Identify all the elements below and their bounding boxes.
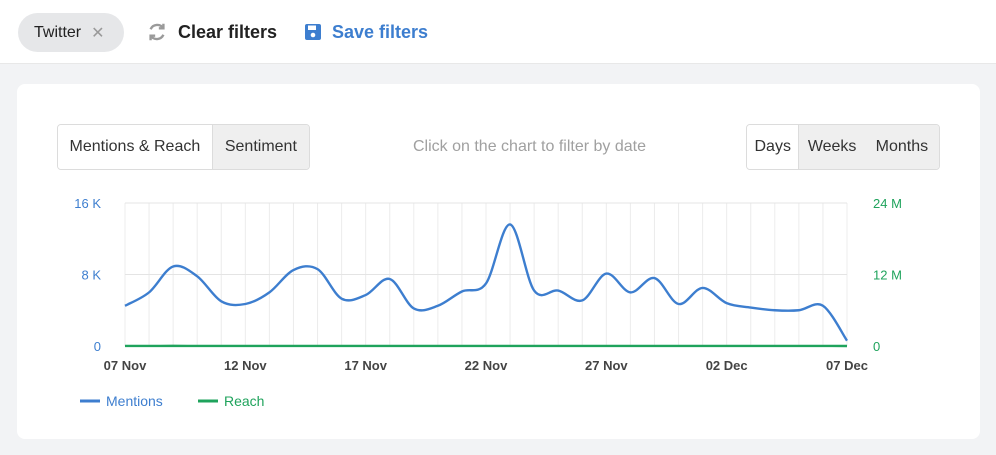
x-tick-label: 07 Dec xyxy=(826,358,868,373)
filter-bar: Twitter ✕ Clear filters Save filters xyxy=(0,0,996,64)
clear-filters-label: Clear filters xyxy=(178,21,278,42)
y-left-tick-label: 0 xyxy=(94,339,101,354)
tab-mentions-reach[interactable]: Mentions & Reach xyxy=(58,125,213,169)
y-left-tick-label: 8 K xyxy=(81,268,101,283)
chart-card: Mentions & Reach Sentiment Click on the … xyxy=(17,84,980,439)
tab-sentiment[interactable]: Sentiment xyxy=(212,125,309,169)
y-right-tick-label: 0 xyxy=(873,339,880,354)
legend-item-mentions[interactable]: Mentions xyxy=(106,393,163,409)
x-tick-label: 22 Nov xyxy=(465,358,508,373)
granularity-days[interactable]: Days xyxy=(747,125,800,169)
y-right-tick-label: 12 M xyxy=(873,268,902,283)
save-filters-label: Save filters xyxy=(332,21,429,42)
x-tick-label: 02 Dec xyxy=(706,358,748,373)
refresh-icon xyxy=(149,23,165,41)
x-tick-label: 27 Nov xyxy=(585,358,628,373)
y-right-tick-label: 24 M xyxy=(873,196,902,211)
filter-chip-label: Twitter xyxy=(34,23,82,41)
x-tick-label: 07 Nov xyxy=(104,358,147,373)
granularity-months[interactable]: Months xyxy=(864,125,939,169)
legend-item-reach[interactable]: Reach xyxy=(224,393,264,409)
x-tick-label: 12 Nov xyxy=(224,358,267,373)
save-icon xyxy=(305,24,321,40)
granularity-toggle: Days Weeks Months xyxy=(746,124,940,170)
y-left-tick-label: 16 K xyxy=(74,196,101,211)
close-icon[interactable]: ✕ xyxy=(91,24,105,42)
chart-type-toggle: Mentions & Reach Sentiment xyxy=(57,124,310,170)
mentions-reach-chart[interactable]: 0 8 K 16 K 0 12 M 24 M 07 Nov 12 Nov 17 Nov 22 No… xyxy=(17,84,980,439)
granularity-weeks[interactable]: Weeks xyxy=(799,125,865,169)
chart-hint: Click on the chart to filter by date xyxy=(413,138,646,155)
clear-filters-button[interactable]: Clear filters xyxy=(146,20,277,44)
save-filters-button[interactable]: Save filters xyxy=(304,20,428,44)
filter-chip-twitter[interactable]: Twitter ✕ xyxy=(18,13,124,52)
x-tick-label: 17 Nov xyxy=(344,358,387,373)
mentions-series-line[interactable] xyxy=(124,223,849,342)
